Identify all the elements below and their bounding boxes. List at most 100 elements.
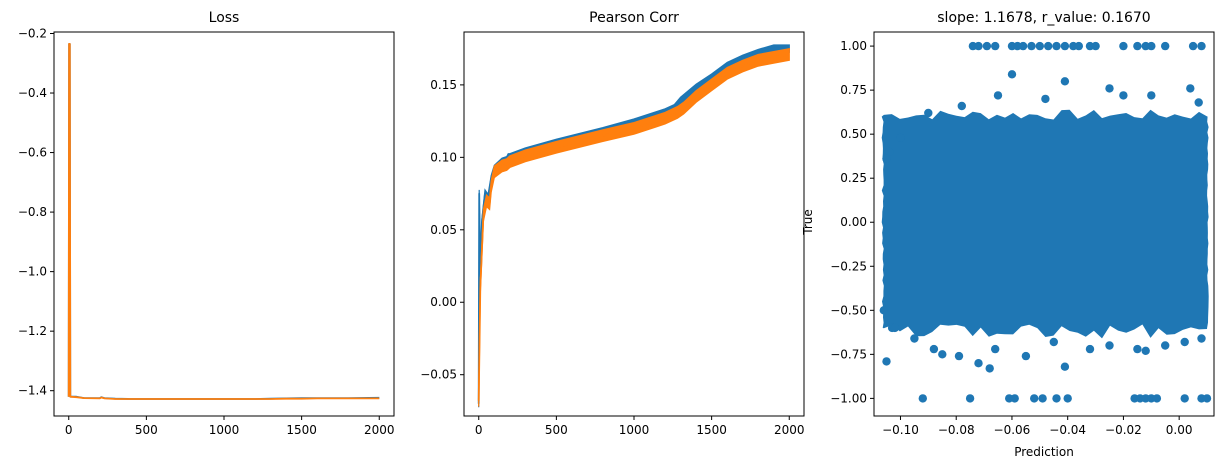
- scatter-point-30: [1063, 394, 1072, 403]
- scatter-point-8: [1035, 41, 1045, 51]
- y-tick-label-6: −0.50: [830, 303, 867, 317]
- x-tick-label-1: −0.08: [938, 423, 975, 437]
- scatter-point-63: [991, 344, 1000, 354]
- y-tick-label-2: −0.6: [18, 146, 47, 160]
- series-0-band: [478, 44, 790, 408]
- x-tick-label-3: −0.04: [1049, 423, 1086, 437]
- scatter-point-53: [879, 306, 888, 315]
- scatter-point-17: [1133, 41, 1142, 51]
- scatter-point-56: [882, 357, 891, 366]
- axes-frame: [873, 31, 1215, 417]
- scatter-point-69: [1133, 344, 1142, 354]
- scatter-point-51: [885, 147, 894, 156]
- y-tick-label-1: 0.75: [840, 83, 867, 97]
- scatter-point-9: [1044, 41, 1053, 51]
- scatter-point-61: [974, 359, 983, 368]
- x-tick-label-1: 500: [135, 423, 158, 437]
- marks: [879, 41, 1212, 403]
- scatter-point-66: [1060, 362, 1070, 371]
- scatter-point-42: [1041, 94, 1050, 104]
- marks: [67, 43, 380, 400]
- x-tick-label-0: −0.10: [882, 423, 919, 437]
- y-tick-label-1: 0.10: [430, 150, 457, 164]
- panel-scatter: slope: 1.1678, r_value: 0.1670 Predictio…: [801, 10, 1215, 459]
- scatter-point-40: [1060, 77, 1070, 86]
- scatter-point-64: [1021, 351, 1031, 361]
- scatter-point-60: [954, 351, 964, 361]
- panel-pearson-plot-area: 0 500 1000 1500 2000 0.15 0.10 0.05 0.00 −0.05: [420, 31, 805, 437]
- scatter-point-1: [974, 41, 983, 51]
- x-tick-label-2: 1000: [209, 423, 240, 437]
- panel-scatter-title: slope: 1.1678, r_value: 0.1670: [937, 10, 1150, 26]
- scatter-point-39: [1007, 70, 1017, 79]
- scatter-point-26: [1010, 394, 1019, 403]
- scatter-point-27: [1030, 394, 1039, 403]
- scatter-point-23: [918, 394, 927, 403]
- y-tick-label-0: 0.15: [430, 78, 457, 92]
- axes-frame: [53, 31, 395, 417]
- panel-loss-plot-area: 0 500 1000 1500 2000 −0.2 −0.4 −0.6 −0.8 −1.0 −1.2…: [18, 26, 395, 437]
- x-tick-label-4: −0.02: [1105, 423, 1142, 437]
- scatter-point-59: [938, 350, 947, 359]
- series-0-line: [67, 43, 380, 400]
- y-tick-label-6: −1.4: [18, 384, 47, 398]
- panel-pearson-title: Pearson Corr: [589, 10, 679, 26]
- scatter-point-3: [991, 41, 1000, 51]
- y-tick-label-4: −0.05: [420, 368, 457, 382]
- scatter-point-65: [1049, 337, 1059, 347]
- scatter-point-50: [896, 133, 905, 142]
- scatter-point-57: [910, 334, 919, 343]
- y-tick-label-3: 0.25: [840, 171, 867, 185]
- scatter-point-11: [1060, 41, 1070, 51]
- panel-scatter-xlabel: Prediction: [1014, 445, 1074, 459]
- x-tick-label-3: 1500: [696, 423, 727, 437]
- scatter-point-10: [1052, 41, 1061, 51]
- scatter-point-67: [1085, 344, 1095, 354]
- scatter-point-6: [1018, 41, 1028, 51]
- x-tick-label-3: 1500: [286, 423, 317, 437]
- panel-loss-title: Loss: [209, 10, 240, 26]
- scatter-point-46: [1186, 84, 1195, 93]
- y-tick-label-7: −0.75: [830, 347, 867, 361]
- panel-scatter-plot-area: −0.10 −0.08 −0.06 −0.04 −0.02 0.00 1.00 0.75 0.5…: [830, 31, 1215, 437]
- scatter-point-52: [882, 154, 891, 163]
- scatter-point-47: [1194, 98, 1203, 107]
- panel-pearson: Pearson Corr 0 500 1000 1500 2000 0.15 0.10 0.0…: [420, 10, 804, 437]
- panel-loss: Loss 0 500 1000 1500 2000 −0.2 −0.4 −0.6 −0.8 −1.…: [18, 10, 395, 437]
- x-tick-label-2: 1000: [619, 423, 650, 437]
- scatter-point-43: [1105, 84, 1114, 93]
- scatter-point-73: [1197, 334, 1206, 343]
- scatter-point-28: [1038, 394, 1047, 403]
- scatter-point-7: [1027, 41, 1036, 51]
- series-1-band: [478, 47, 790, 407]
- y-tick-label-5: −1.2: [18, 324, 47, 338]
- scatter-point-24: [965, 394, 975, 403]
- x-tick-label-0: 0: [475, 423, 483, 437]
- scatter-point-41: [993, 91, 1003, 100]
- scatter-point-35: [1152, 394, 1162, 403]
- scatter-point-44: [1119, 91, 1128, 100]
- scatter-point-72: [1180, 337, 1189, 347]
- y-tick-label-2: 0.50: [840, 127, 867, 141]
- scatter-point-15: [1091, 41, 1100, 51]
- y-tick-label-4: 0.00: [840, 215, 867, 229]
- marks: [477, 44, 790, 408]
- series-1-line: [67, 43, 380, 400]
- scatter-point-58: [929, 344, 939, 354]
- scatter-point-71: [1161, 341, 1170, 350]
- scatter-point-55: [890, 323, 900, 333]
- x-tick-label-2: −0.06: [994, 423, 1031, 437]
- y-tick-label-4: −1.0: [18, 265, 47, 279]
- y-tick-label-0: −0.2: [18, 26, 47, 40]
- series-0-line: [477, 47, 790, 404]
- scatter-point-2: [982, 41, 992, 51]
- scatter-point-16: [1119, 41, 1128, 51]
- x-tick-label-4: 2000: [364, 423, 395, 437]
- x-tick-label-5: 0.00: [1166, 423, 1193, 437]
- axes-frame: [463, 31, 805, 417]
- y-tick-label-8: −1.00: [830, 391, 867, 405]
- x-tick-label-4: 2000: [774, 423, 805, 437]
- scatter-point-48: [957, 101, 966, 111]
- scatter-point-38: [1202, 394, 1212, 403]
- y-tick-label-3: −0.8: [18, 205, 47, 219]
